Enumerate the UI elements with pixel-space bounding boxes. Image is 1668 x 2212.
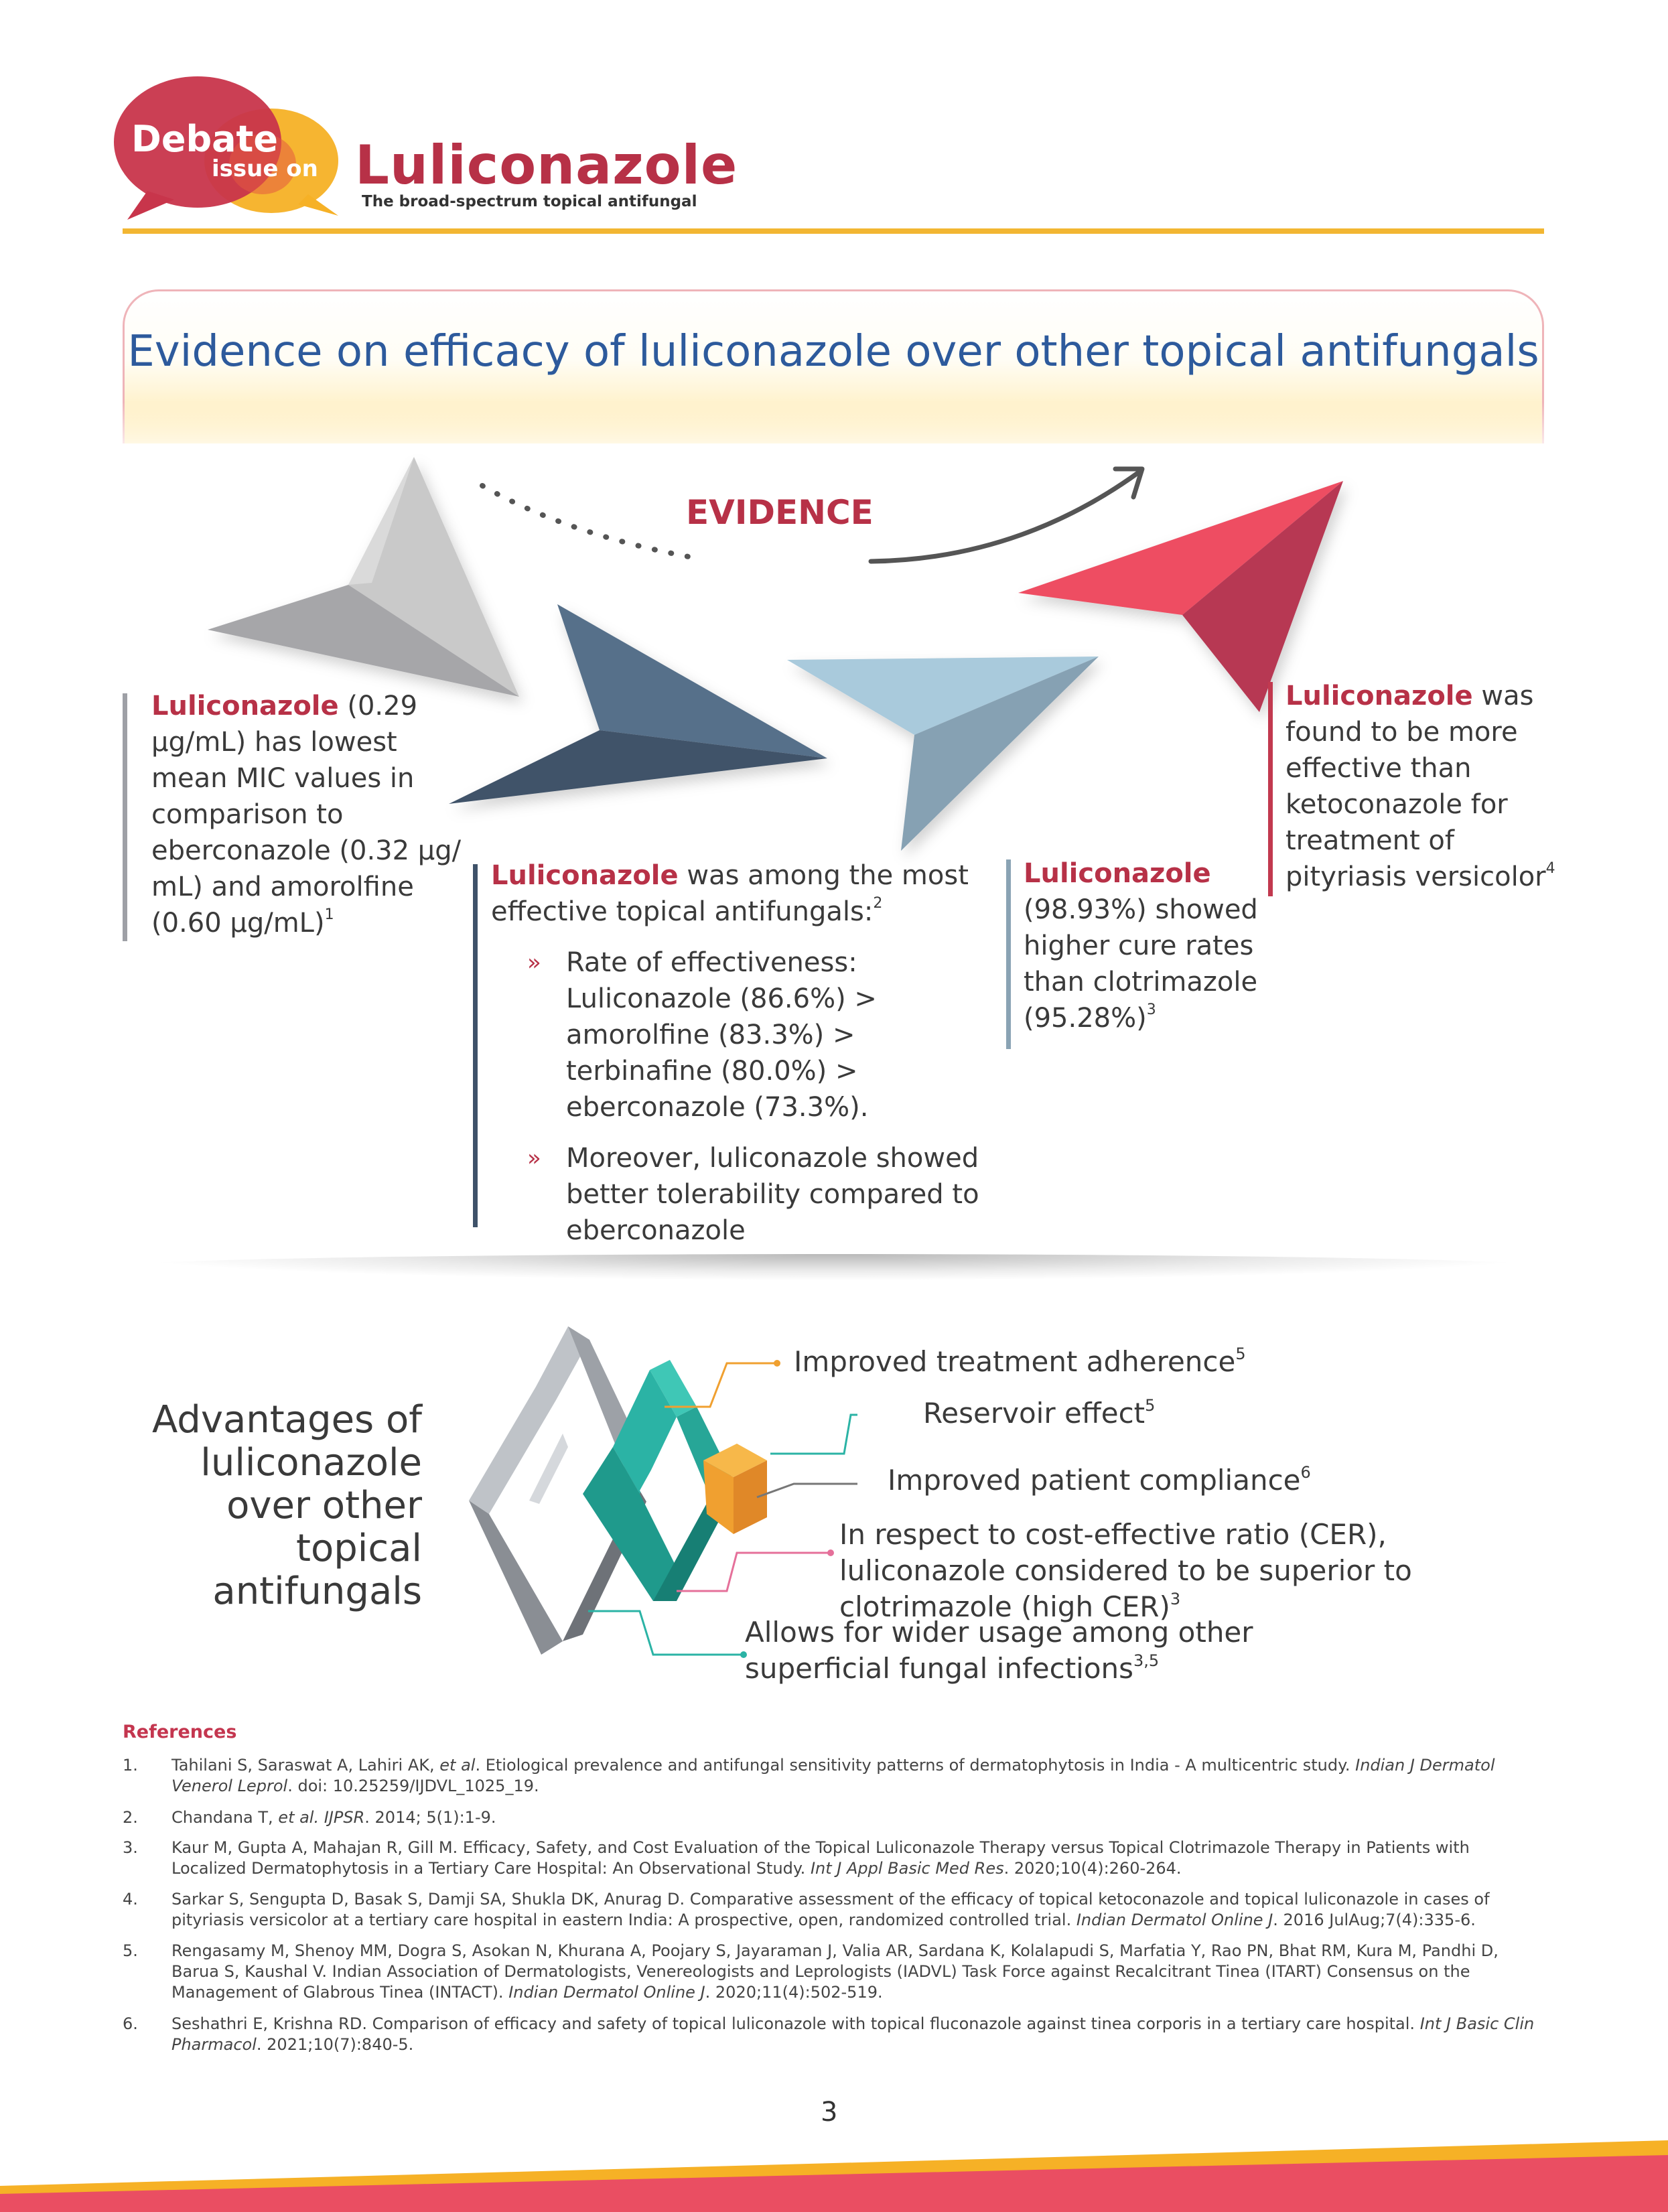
block1-accent-bar: [123, 693, 127, 941]
advantage-text: In respect to cost-effective ratio (CER)…: [839, 1518, 1412, 1623]
advantage-ref: 6: [1300, 1463, 1311, 1482]
advantages-heading: Advantages of luliconazole over other to…: [151, 1398, 422, 1613]
reference-text: Sarkar S, Sengupta D, Basak S, Damji SA,…: [171, 1890, 1490, 1929]
reference-text: Kaur M, Gupta A, Mahajan R, Gill M. Effi…: [171, 1838, 1470, 1878]
section-shadow-divider: [107, 1254, 1561, 1281]
reference-item-1: 1. Tahilani S, Saraswat A, Lahiri AK, et…: [123, 1755, 1544, 1798]
header-divider: [123, 228, 1544, 234]
advantage-ref: 3,5: [1133, 1651, 1160, 1670]
advantage-text: Improved patient compliance: [888, 1464, 1301, 1497]
block4-text: was found to be more effective than keto…: [1285, 681, 1546, 892]
evidence-block-1: Luliconazole (0.29 µg/mL) has lowest mea…: [151, 688, 466, 941]
reference-item-2: 2. Chandana T, et al. IJPSR. 2014; 5(1):…: [123, 1807, 1544, 1829]
banner-fade: [123, 402, 1544, 462]
block2-drug: Luliconazole: [491, 860, 679, 891]
advantage-item-3: Improved patient compliance6: [888, 1462, 1557, 1499]
footer-color-bands: [0, 2140, 1668, 2212]
paper-planes-illustration: [208, 457, 1343, 851]
block2-text: was among the most effective topical ant…: [491, 860, 969, 927]
advantage-item-2: Reservoir effect5: [923, 1395, 1526, 1432]
block4-drug: Luliconazole: [1285, 681, 1473, 711]
block3-text: (98.93%) showed higher cure rates than c…: [1024, 894, 1258, 1034]
reference-number: 3.: [123, 1838, 138, 1857]
bullet-text: Moreover, luliconazole showed better tol…: [566, 1143, 979, 1246]
advantage-text: Allows for wider usage among other super…: [745, 1616, 1253, 1685]
block3-drug: Luliconazole: [1024, 858, 1211, 889]
evidence-block-3: Luliconazole (98.93%) showed higher cure…: [1024, 855, 1265, 1036]
block1-ref: 1: [324, 906, 334, 923]
reference-text: Chandana T, et al. IJPSR. 2014; 5(1):1-9…: [171, 1808, 496, 1827]
reference-number: 2.: [123, 1808, 138, 1827]
advantage-ref: 5: [1235, 1344, 1246, 1363]
reference-text: Tahilani S, Saraswat A, Lahiri AK, et al…: [171, 1756, 1495, 1795]
block4-ref: 4: [1545, 860, 1555, 877]
page-subtitle: The broad-spectrum topical antifungal: [362, 193, 697, 210]
reference-text: Rengasamy M, Shenoy MM, Dogra S, Asokan …: [171, 1941, 1499, 2002]
list-item: » Rate of effectiveness: Luliconazole (86…: [527, 945, 987, 1125]
block4-accent-bar: [1268, 682, 1273, 896]
reference-item-5: 5. Rengasamy M, Shenoy MM, Dogra S, Asok…: [123, 1941, 1544, 2005]
section-title: Evidence on efficacy of luliconazole ove…: [127, 327, 1539, 376]
block1-text: (0.29 µg/mL) has lowest mean MIC values …: [151, 691, 462, 939]
reference-number: 1.: [123, 1756, 138, 1775]
debate-logo-graphic: [114, 76, 338, 220]
advantage-text: Improved treatment adherence: [794, 1345, 1236, 1378]
evidence-label: EVIDENCE: [686, 493, 874, 532]
advantage-ref: 5: [1145, 1396, 1156, 1415]
reference-item-6: 6. Seshathri E, Krishna RD. Comparison o…: [123, 2014, 1544, 2057]
advantage-item-5: Allows for wider usage among other super…: [745, 1614, 1254, 1687]
reference-text: Seshathri E, Krishna RD. Comparison of e…: [171, 2014, 1535, 2054]
block2-bullet-list: » Rate of effectiveness: Luliconazole (86…: [527, 945, 987, 1249]
page-number: 3: [821, 2097, 838, 2128]
bullet-text: Rate of effectiveness: Luliconazole (86.…: [566, 947, 877, 1123]
reference-number: 6.: [123, 2014, 138, 2033]
advantage-item-4: In respect to cost-effective ratio (CER)…: [839, 1517, 1549, 1625]
advantage-item-1: Improved treatment adherence5: [794, 1344, 1464, 1380]
reference-item-3: 3. Kaur M, Gupta A, Mahajan R, Gill M. E…: [123, 1838, 1544, 1880]
reference-item-4: 4. Sarkar S, Sengupta D, Basak S, Damji …: [123, 1889, 1544, 1932]
advantage-ref: 3: [1170, 1590, 1181, 1608]
block2-ref: 2: [873, 895, 883, 912]
reference-number: 5.: [123, 1941, 138, 1960]
block1-drug: Luliconazole: [151, 691, 339, 721]
advantages-3d-illustration: [469, 1326, 857, 1658]
page-title: Luliconazole: [355, 134, 738, 196]
bullet-mark: »: [527, 949, 541, 976]
block3-accent-bar: [1006, 859, 1011, 1049]
list-item: » Moreover, luliconazole showed better to…: [527, 1140, 987, 1249]
block3-ref: 3: [1146, 1001, 1156, 1018]
logo-issue-word: issue on: [212, 155, 318, 182]
reference-number: 4.: [123, 1890, 138, 1909]
references-heading: References: [123, 1722, 237, 1742]
advantage-text: Reservoir effect: [923, 1397, 1145, 1430]
bullet-mark: »: [527, 1145, 541, 1172]
block2-accent-bar: [473, 864, 478, 1227]
logo-debate-word: Debate: [131, 118, 278, 160]
evidence-block-4: Luliconazole was found to be more effect…: [1285, 678, 1567, 895]
evidence-block-2: Luliconazole was among the most effectiv…: [491, 857, 987, 1249]
